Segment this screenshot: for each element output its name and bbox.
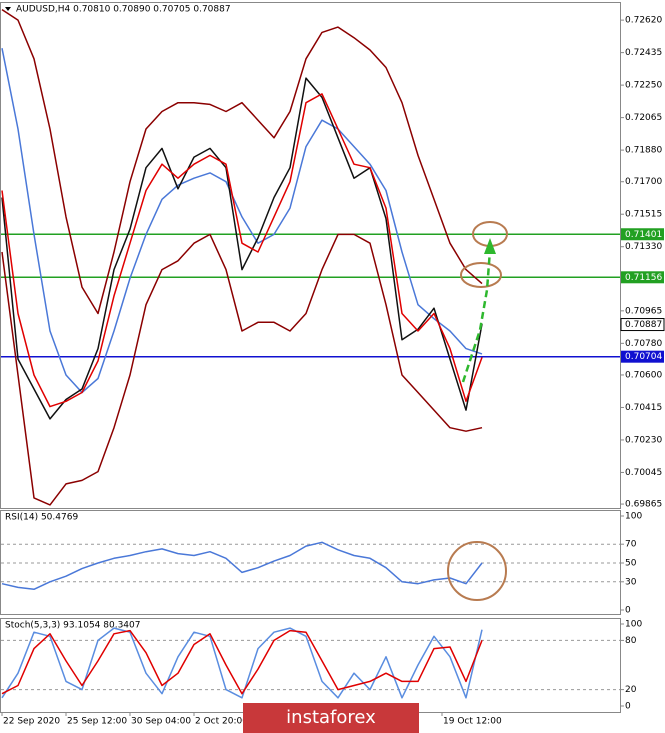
pane-title: AUDUSD,H4 0.70810 0.70890 0.70705 0.7088… <box>16 5 231 15</box>
pane-frame <box>0 2 621 509</box>
series-line <box>1 629 483 695</box>
series-line <box>1 77 483 420</box>
y-tick-label: 100 <box>625 620 642 630</box>
y-tick-label: 0.72065 <box>625 113 662 123</box>
series-line <box>1 541 483 591</box>
y-tick-label: 0.72435 <box>625 48 662 58</box>
y-tick-label: 0.71700 <box>625 177 662 187</box>
y-tick-label: 0.70415 <box>625 403 662 413</box>
y-tick-label: 0.69865 <box>625 500 662 510</box>
x-tick-label: 19 Oct 12:00 <box>443 717 502 727</box>
price-label-box <box>621 228 664 241</box>
y-tick-label: 0 <box>625 606 631 616</box>
y-tick-label: 70 <box>625 540 637 550</box>
x-tick-label: 25 Sep 12:00 <box>67 717 127 727</box>
arrow-head <box>484 238 496 254</box>
price-label: 0.70704 <box>625 352 662 362</box>
pane-title: Stoch(5,3,3) 93.1054 80.3407 <box>5 621 140 631</box>
series-line <box>1 627 483 699</box>
y-tick-label: 80 <box>625 636 637 646</box>
y-tick-label: 0.72250 <box>625 81 662 91</box>
annotations <box>447 221 508 601</box>
y-tick-label: 0.70230 <box>625 435 662 445</box>
x-tick-label: 2 Oct 20:00 <box>195 717 248 727</box>
y-tick-label: 0.70965 <box>625 306 662 316</box>
y-tick-label: 0.71515 <box>625 210 662 220</box>
pane-title: RSI(14) 50.4769 <box>5 513 78 523</box>
y-tick-label: 100 <box>625 512 642 522</box>
price-label: 0.71156 <box>625 273 662 283</box>
menu-triangle <box>5 7 11 11</box>
y-tick-label: 20 <box>625 685 637 695</box>
y-tick-label: 0.70045 <box>625 468 662 478</box>
x-tick-label: 22 Sep 2020 <box>3 717 60 727</box>
plot-area <box>1 627 620 699</box>
x-tick-label: 30 Sep 04:00 <box>131 717 191 727</box>
y-tick-label: 30 <box>625 577 637 587</box>
watermark-box <box>243 703 419 733</box>
y-tick-label: 0.70780 <box>625 339 662 349</box>
series-line <box>1 8 483 315</box>
series-line <box>1 93 483 408</box>
y-tick-label: 0 <box>625 702 631 712</box>
y-tick-label: 0.70600 <box>625 370 662 380</box>
y-tick-label: 50 <box>625 559 637 569</box>
plot-area <box>1 8 620 506</box>
last-price-label: 0.70887 <box>625 320 662 330</box>
y-tick-label: 0.72620 <box>625 16 662 26</box>
plot-area <box>1 541 620 591</box>
price-label-box <box>621 350 664 363</box>
forecast-arrow <box>461 249 492 383</box>
watermark: instaforex <box>286 707 376 728</box>
highlight-circle <box>460 262 502 288</box>
y-tick-label: 0.71330 <box>625 242 662 252</box>
last-price-box <box>620 318 665 332</box>
price-label-box <box>621 271 664 284</box>
price-label: 0.71401 <box>625 230 662 240</box>
highlight-circle <box>447 541 507 601</box>
series-line <box>1 233 483 506</box>
y-tick-label: 0.71880 <box>625 146 662 156</box>
